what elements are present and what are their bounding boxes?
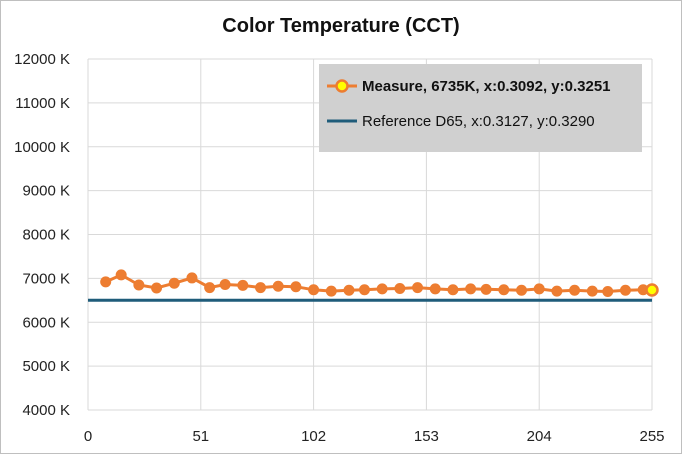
axes: 4000 K 5000 K 6000 K 7000 K 8000 K 9000 K 1000…: [14, 51, 664, 445]
measure-point: [498, 284, 510, 296]
measure-point: [290, 281, 302, 293]
measure-point: [255, 282, 267, 294]
legend-reference-label: Reference D65, x:0.3127, y:0.3290: [362, 113, 595, 130]
measure-point: [186, 272, 198, 284]
series-layer: [88, 269, 659, 302]
x-tick-label: 204: [527, 428, 552, 445]
measure-point: [272, 280, 284, 292]
measure-point: [569, 284, 581, 296]
y-tick-label: 8000 K: [22, 227, 70, 244]
measure-point: [533, 283, 545, 295]
y-tick-label: 9000 K: [22, 183, 70, 200]
legend-measure-label: Measure, 6735K, x:0.3092, y:0.3251: [362, 78, 611, 95]
x-tick-label: 51: [192, 428, 209, 445]
y-tick-label: 12000 K: [14, 51, 70, 68]
measure-point: [429, 283, 441, 295]
measure-point: [325, 285, 337, 297]
measure-point: [480, 283, 492, 295]
measure-point: [237, 279, 249, 291]
chart-title: Color Temperature (CCT): [222, 15, 459, 37]
measure-point: [412, 282, 424, 294]
measure-point: [308, 284, 320, 296]
measure-point: [376, 283, 388, 295]
legend: Measure, 6735K, x:0.3092, y:0.3251 Refere…: [319, 64, 642, 152]
measure-point: [394, 282, 406, 294]
measure-point: [133, 279, 145, 291]
measure-point: [100, 276, 112, 288]
y-tick-label: 5000 K: [22, 358, 70, 375]
measure-point: [465, 283, 477, 295]
measure-point: [204, 282, 216, 294]
measure-point: [343, 284, 355, 296]
y-tick-label: 4000 K: [22, 402, 70, 419]
x-tick-label: 0: [84, 428, 92, 445]
x-tick-label: 255: [639, 428, 664, 445]
measure-point: [551, 285, 563, 297]
measure-point: [115, 269, 127, 281]
legend-measure-marker: [335, 79, 349, 93]
measure-point: [516, 284, 528, 296]
x-tick-label: 153: [414, 428, 439, 445]
y-tick-label: 10000 K: [14, 139, 70, 156]
measure-highlight-point: [645, 283, 659, 297]
measure-point: [358, 284, 370, 296]
measure-point: [586, 285, 598, 297]
measure-point: [602, 286, 614, 298]
legend-box: [319, 64, 642, 152]
measure-point: [168, 277, 180, 289]
x-tick-label: 102: [301, 428, 326, 445]
measure-series: [100, 269, 659, 298]
y-tick-label: 6000 K: [22, 314, 70, 331]
y-tick-label: 11000 K: [15, 95, 70, 112]
measure-point: [447, 284, 459, 296]
measure-point: [219, 279, 231, 291]
measure-point: [151, 282, 163, 294]
y-tick-label: 7000 K: [22, 270, 70, 287]
measure-point: [619, 284, 631, 296]
